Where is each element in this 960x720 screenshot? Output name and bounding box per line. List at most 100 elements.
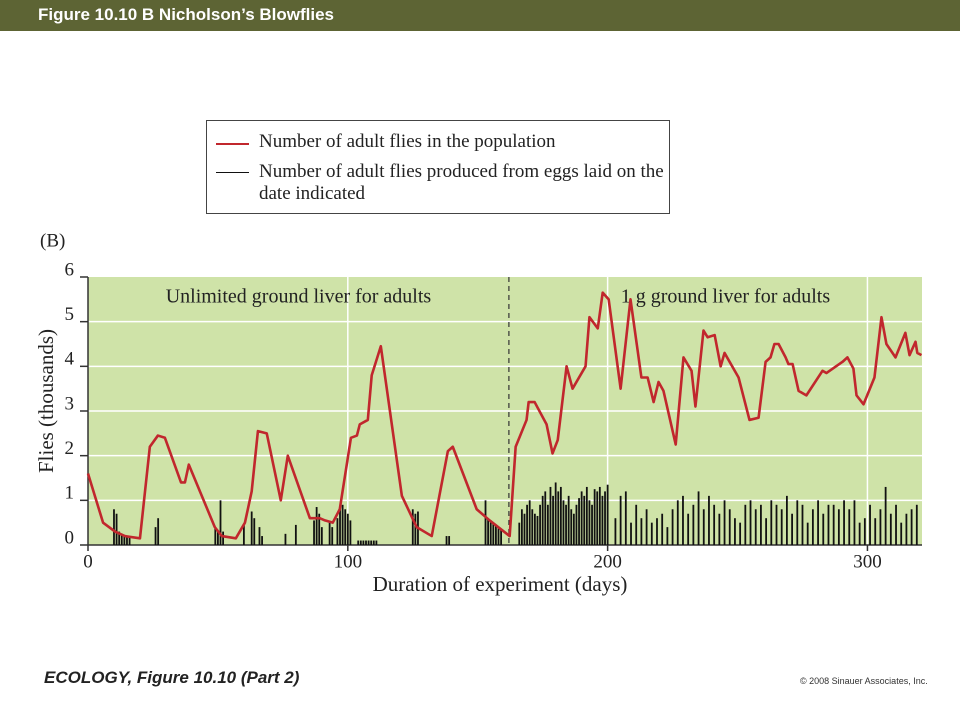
- bar: [879, 509, 882, 545]
- bar: [671, 509, 674, 545]
- bar: [915, 504, 918, 545]
- line: [86, 291, 923, 540]
- bar: [744, 504, 747, 545]
- bar: [357, 540, 360, 545]
- bar: [559, 486, 562, 545]
- bar: [549, 486, 552, 545]
- slide-title: Figure 10.10 B Nicholson’s Blowflies: [38, 5, 334, 24]
- y-tick-label: 2: [65, 438, 75, 459]
- bar: [697, 491, 700, 545]
- bar: [500, 529, 503, 545]
- bar: [544, 491, 547, 545]
- bar: [791, 513, 793, 545]
- bar: [593, 489, 596, 545]
- bar: [313, 520, 315, 545]
- bar: [687, 513, 690, 545]
- bar: [258, 527, 261, 545]
- bar: [728, 509, 731, 545]
- bar: [619, 495, 622, 545]
- bar: [692, 504, 695, 545]
- bar: [284, 533, 287, 545]
- x-tick-label: 300: [853, 551, 882, 572]
- bar: [785, 495, 788, 545]
- y-tick-label: 5: [65, 304, 75, 325]
- bar: [645, 509, 648, 545]
- bar: [318, 513, 321, 545]
- bar: [606, 484, 609, 545]
- x-tick-label: 0: [83, 551, 93, 572]
- bar: [822, 513, 825, 545]
- y-tick-label: 0: [65, 527, 75, 548]
- bar: [640, 518, 643, 545]
- y-tick-label: 3: [65, 393, 75, 414]
- bar: [656, 518, 658, 545]
- y-tick-label: 4: [65, 349, 75, 370]
- legend: Number of adult flies in the population …: [206, 120, 670, 214]
- bar: [754, 509, 757, 545]
- bar: [375, 540, 378, 545]
- bar: [575, 504, 578, 545]
- bar: [222, 531, 225, 545]
- bar: [723, 500, 726, 545]
- bar: [115, 513, 118, 545]
- bar: [708, 495, 710, 545]
- bar: [126, 536, 128, 545]
- bar: [666, 527, 669, 545]
- bar: [806, 522, 809, 545]
- bar: [588, 500, 591, 545]
- bar: [884, 486, 887, 545]
- copyright: © 2008 Sinauer Associates, Inc.: [800, 676, 928, 686]
- bar: [523, 513, 526, 545]
- bar: [570, 509, 573, 545]
- legend-swatch: [216, 143, 249, 145]
- bar: [734, 518, 736, 545]
- bar: [811, 509, 814, 545]
- bar: [635, 504, 638, 545]
- bar: [585, 486, 588, 545]
- bar: [760, 504, 762, 545]
- bar: [346, 513, 349, 545]
- bar: [580, 491, 583, 545]
- bar: [780, 509, 783, 545]
- bar: [895, 504, 897, 545]
- bar: [242, 524, 245, 545]
- y-tick-label: 6: [65, 259, 75, 280]
- bar: [528, 500, 531, 545]
- bar: [497, 527, 500, 545]
- bar: [596, 491, 599, 545]
- bar: [448, 536, 451, 545]
- bar: [869, 504, 871, 545]
- bar: [676, 500, 679, 545]
- bar: [614, 518, 617, 545]
- title-bar: Figure 10.10 B Nicholson’s Blowflies: [0, 0, 960, 31]
- bar: [370, 540, 373, 545]
- bar: [739, 522, 742, 545]
- bar: [848, 509, 851, 545]
- bar: [749, 500, 752, 545]
- bar: [557, 491, 560, 545]
- bar: [843, 500, 845, 545]
- bar: [344, 509, 347, 545]
- bar: [650, 522, 653, 545]
- bar: [157, 518, 160, 545]
- bar: [341, 504, 344, 545]
- x-tick-label: 100: [334, 551, 363, 572]
- bar: [261, 536, 263, 545]
- legend-label: Number of adult flies in the population: [259, 131, 556, 152]
- bar: [552, 495, 554, 545]
- bar: [604, 491, 606, 545]
- bar: [837, 509, 840, 545]
- bar: [128, 536, 131, 545]
- bar: [362, 540, 365, 545]
- bar: [328, 522, 331, 545]
- bar: [154, 527, 157, 545]
- bar: [217, 531, 219, 545]
- bar: [118, 531, 121, 545]
- x-axis-label: Duration of experiment (days): [373, 572, 628, 596]
- bar: [495, 524, 497, 545]
- bar: [863, 518, 866, 545]
- bar: [765, 518, 768, 545]
- bar: [801, 504, 804, 545]
- bar: [533, 513, 536, 545]
